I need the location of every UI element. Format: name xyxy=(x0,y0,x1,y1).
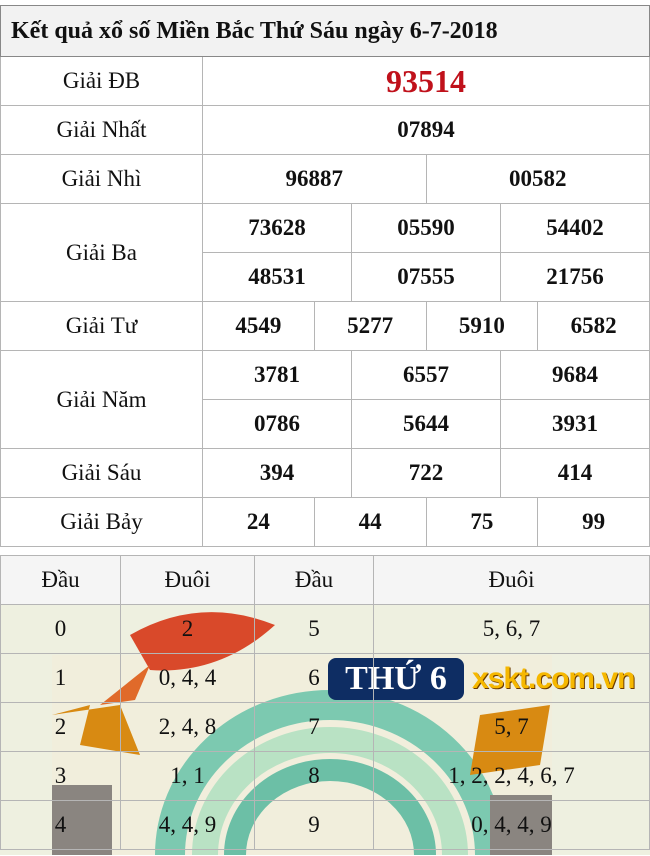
dau-cell: 8 xyxy=(254,751,374,801)
prize-number: 394 xyxy=(202,448,352,498)
prize-number: 96887 xyxy=(202,154,427,204)
duoi-cell: 5, 7 xyxy=(373,702,650,752)
prize-row-tu: Giải Tư 4549 5277 5910 6582 xyxy=(0,301,650,351)
header-dau: Đầu xyxy=(254,555,374,605)
loto-row: 2 2, 4, 8 7 5, 7 xyxy=(0,702,650,752)
duoi-cell: 2, 4, 8 xyxy=(120,702,255,752)
prize-number: 48531 xyxy=(202,252,352,302)
dau-cell: 3 xyxy=(0,751,121,801)
prize-number: 24 xyxy=(202,497,315,547)
prize-row-bay: Giải Bảy 24 44 75 99 xyxy=(0,497,650,547)
header-duoi: Đuôi xyxy=(373,555,650,605)
prize-number: 5644 xyxy=(351,399,501,449)
duoi-cell xyxy=(373,653,650,703)
prize-number: 75 xyxy=(425,497,539,547)
special-prize-number: 93514 xyxy=(202,56,650,106)
prize-number: 6557 xyxy=(351,350,501,400)
prize-row-nam: Giải Năm 3781 6557 9684 xyxy=(0,350,650,449)
duoi-cell: 4, 4, 9 xyxy=(120,800,255,850)
loto-row: 3 1, 1 8 1, 2, 2, 4, 6, 7 xyxy=(0,751,650,801)
prize-number: 44 xyxy=(313,497,427,547)
prize-number: 5910 xyxy=(425,301,539,351)
prize-number: 05590 xyxy=(351,203,501,253)
dau-cell: 9 xyxy=(254,800,374,850)
dau-cell: 4 xyxy=(0,800,121,850)
dau-cell: 6 xyxy=(254,653,374,703)
prize-number: 73628 xyxy=(202,203,352,253)
prize-number: 722 xyxy=(351,448,501,498)
prize-row-db: Giải ĐB 93514 xyxy=(0,56,650,106)
dau-cell: 5 xyxy=(254,604,374,654)
prize-number: 6582 xyxy=(537,301,650,351)
prize-row-sau: Giải Sáu 394 722 414 xyxy=(0,448,650,498)
watermark-logo: xskt.com.vn xyxy=(472,662,635,695)
prize-number: 00582 xyxy=(425,154,650,204)
prize-label: Giải ĐB xyxy=(0,56,203,106)
duoi-cell: 0, 4, 4 xyxy=(120,653,255,703)
prize-row-ba: Giải Ba 73628 05590 54402 xyxy=(0,203,650,302)
prize-row-nhat: Giải Nhất 07894 xyxy=(0,105,650,155)
prize-number: 54402 xyxy=(500,203,650,253)
duoi-cell: 1, 1 xyxy=(120,751,255,801)
header-dau: Đầu xyxy=(0,555,121,605)
dau-cell: 0 xyxy=(0,604,121,654)
prize-number: 99 xyxy=(537,497,650,547)
page-title: Kết quả xổ số Miền Bắc Thứ Sáu ngày 6-7-… xyxy=(0,5,650,57)
loto-row: 0 2 5 5, 6, 7 xyxy=(0,604,650,654)
prize-number: 414 xyxy=(500,448,650,498)
header-duoi: Đuôi xyxy=(120,555,255,605)
prize-label: Giải Bảy xyxy=(0,497,203,547)
prize-row-nhi: Giải Nhì 96887 00582 xyxy=(0,154,650,204)
prize-number: 9684 xyxy=(500,350,650,400)
prize-number: 5277 xyxy=(313,301,427,351)
prize-label: Giải Năm xyxy=(0,350,203,449)
results-table: Kết quả xổ số Miền Bắc Thứ Sáu ngày 6-7-… xyxy=(0,5,650,547)
duoi-cell: 5, 6, 7 xyxy=(373,604,650,654)
prize-label: Giải Sáu xyxy=(0,448,203,498)
loto-row: 4 4, 4, 9 9 0, 4, 4, 9 xyxy=(0,800,650,850)
prize-label: Giải Nhất xyxy=(0,105,203,155)
prize-label: Giải Tư xyxy=(0,301,203,351)
prize-number: 3931 xyxy=(500,399,650,449)
duoi-cell: 2 xyxy=(120,604,255,654)
prize-number: 21756 xyxy=(500,252,650,302)
duoi-cell: 0, 4, 4, 9 xyxy=(373,800,650,850)
dau-cell: 2 xyxy=(0,702,121,752)
prize-number: 07894 xyxy=(202,105,650,155)
duoi-cell: 1, 2, 2, 4, 6, 7 xyxy=(373,751,650,801)
prize-number: 0786 xyxy=(202,399,352,449)
prize-number: 07555 xyxy=(351,252,501,302)
dau-cell: 7 xyxy=(254,702,374,752)
prize-label: Giải Ba xyxy=(0,203,203,302)
prize-number: 3781 xyxy=(202,350,352,400)
dau-cell: 1 xyxy=(0,653,121,703)
prize-label: Giải Nhì xyxy=(0,154,203,204)
prize-number: 4549 xyxy=(202,301,315,351)
